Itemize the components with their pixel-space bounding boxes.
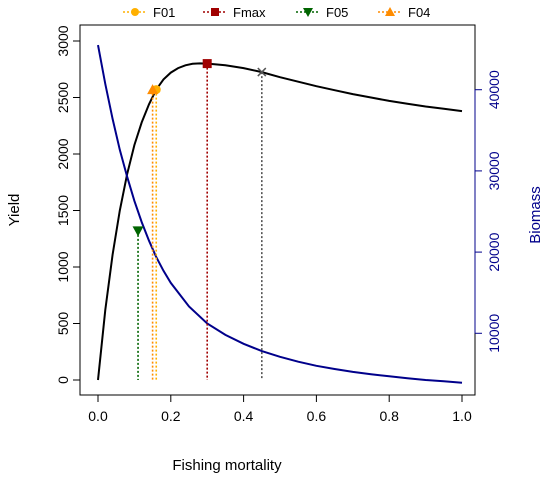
x-tick-label: 0.4: [234, 408, 254, 424]
unlabeled-point-marker: [257, 67, 267, 77]
legend-fmax-label: Fmax: [233, 5, 266, 20]
y2-tick-label: 20000: [486, 232, 502, 271]
y2-tick-label: 30000: [486, 151, 502, 190]
y2-tick-label: 10000: [486, 314, 502, 353]
legend-f04-marker: [385, 7, 395, 16]
legend-f05-label: F05: [326, 5, 348, 20]
y-tick-label: 1000: [55, 251, 71, 282]
plot-frame: [79, 24, 476, 396]
y-tick-label: 500: [55, 312, 71, 336]
legend-f01-label: F01: [153, 5, 175, 20]
reference-points-layer: [132, 59, 267, 380]
x-tick-label: 0.0: [88, 408, 108, 424]
unlabeled-point-marker-stroke-b: [257, 67, 267, 77]
legend: F01 Fmax F05 F04: [123, 5, 430, 20]
y-axis-title: Yield: [6, 194, 23, 227]
legend-f04-label: F04: [408, 5, 430, 20]
y-tick-label: 2500: [55, 82, 71, 113]
x-tick-label: 0.8: [379, 408, 399, 424]
y2-tick-label: 40000: [486, 70, 502, 109]
x-axis: 0.0 0.2 0.4 0.6 0.8 1.0: [88, 394, 472, 424]
legend-f01-marker: [131, 8, 139, 16]
x-tick-label: 0.6: [307, 408, 327, 424]
legend-fmax-marker: [211, 8, 219, 16]
y-tick-label: 0: [55, 376, 71, 384]
y-tick-label: 2000: [55, 138, 71, 169]
x-tick-label: 0.2: [161, 408, 181, 424]
y-axis-left: 0 500 1000 1500 2000 2500 3000: [55, 25, 81, 384]
x-tick-label: 1.0: [452, 408, 472, 424]
y-tick-label: 3000: [55, 25, 71, 56]
legend-f05-marker: [303, 8, 313, 17]
f04-point-marker: [147, 84, 159, 95]
x-axis-title: Fishing mortality: [172, 457, 282, 474]
y2-axis-title: Biomass: [527, 186, 544, 244]
biomass-curve: [97, 44, 463, 384]
y-tick-label: 1500: [55, 195, 71, 226]
f05-point-marker: [132, 226, 144, 237]
y-axis-right: 10000 20000 30000 40000: [474, 70, 502, 353]
fmax-point-marker: [202, 59, 212, 69]
